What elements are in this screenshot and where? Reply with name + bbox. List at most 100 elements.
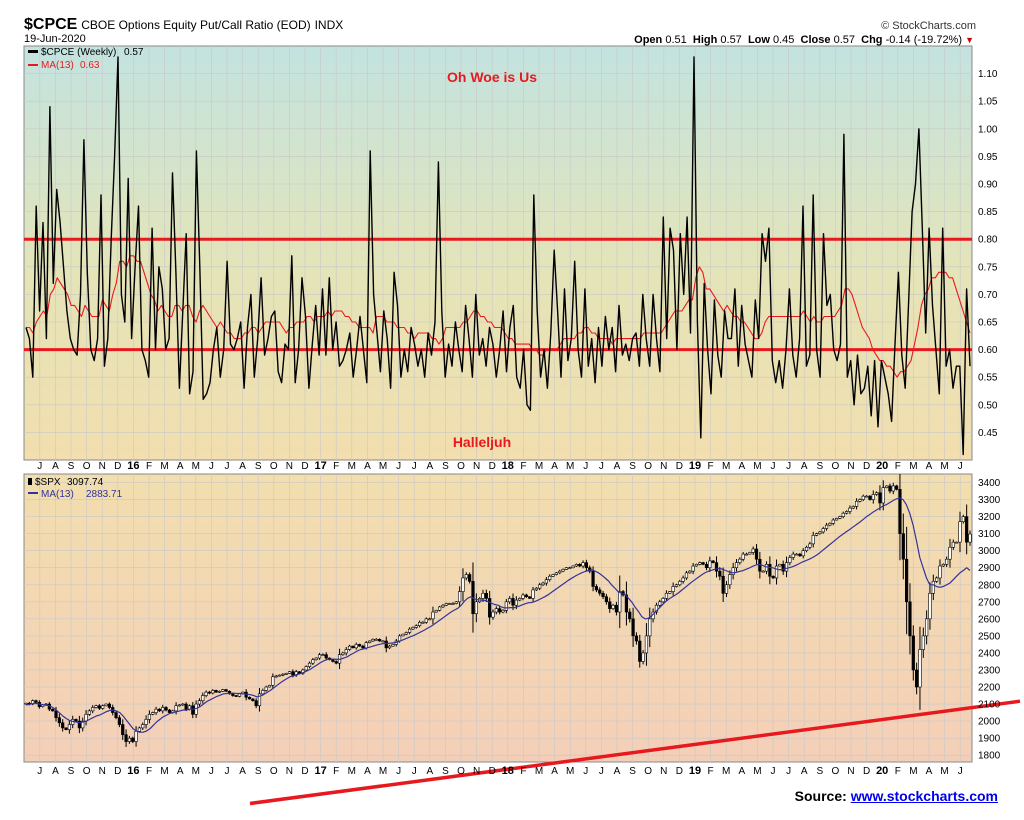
x-tick-label: A xyxy=(239,766,246,777)
candle-body xyxy=(281,673,285,676)
y-tick-label: 0.70 xyxy=(978,290,998,301)
candle-body xyxy=(334,661,338,664)
open-value: 0.51 xyxy=(665,34,687,46)
candle-body xyxy=(384,640,388,649)
high-label: High xyxy=(692,34,718,46)
cpce-series xyxy=(25,56,971,456)
candle-body xyxy=(514,599,518,606)
candle-body xyxy=(104,703,108,707)
legend-swatch-spx-ma xyxy=(28,492,38,494)
y-tick-label: 1900 xyxy=(978,734,1001,745)
candle-body xyxy=(284,673,288,675)
x-tick-label: J xyxy=(583,766,588,777)
candle-body xyxy=(164,707,168,711)
candle-body xyxy=(778,564,782,567)
candle-body xyxy=(377,639,382,642)
candle-body xyxy=(204,691,208,696)
legend-cpce-value: 0.57 xyxy=(124,47,144,58)
x-tick-label: M xyxy=(535,461,543,472)
candle-body xyxy=(101,705,105,709)
candle-body xyxy=(531,589,535,599)
x-tick-label: F xyxy=(708,766,714,777)
x-tick-label: M xyxy=(379,461,387,472)
x-tick-label: J xyxy=(599,461,604,472)
candle-body xyxy=(61,722,65,729)
candle-body xyxy=(421,621,425,624)
candle-body xyxy=(908,601,912,637)
candle-body xyxy=(554,572,558,575)
candle-body xyxy=(167,709,172,713)
candle-body xyxy=(54,710,58,718)
candle-body xyxy=(948,546,952,560)
legend-spx-value: 3097.74 xyxy=(67,477,104,488)
x-tick-label: J xyxy=(583,461,588,472)
chart-title: $CPCE CBOE Options Equity Put/Call Ratio… xyxy=(24,16,343,34)
candle-body xyxy=(264,686,268,691)
x-tick-label: D xyxy=(114,766,121,777)
legend-ma-name: MA(13) xyxy=(41,60,74,71)
y-tick-label: 0.60 xyxy=(978,345,998,356)
bottom-panel-bg xyxy=(23,473,973,763)
candle-body xyxy=(521,594,525,599)
low-value: 0.45 xyxy=(773,34,795,46)
candle-body xyxy=(811,535,815,545)
candle-body xyxy=(584,562,588,569)
candle-body xyxy=(331,659,335,662)
x-tick-label: M xyxy=(909,461,917,472)
y-tick-label: 1.10 xyxy=(978,69,998,80)
candle-body xyxy=(968,533,972,543)
candle-body xyxy=(574,564,578,567)
x-tick-label: M xyxy=(348,461,356,472)
candle-body xyxy=(267,685,272,688)
y-tick-label: 1800 xyxy=(978,751,1001,762)
candle-body xyxy=(818,531,822,534)
x-tick-label: S xyxy=(68,461,75,472)
candle-body xyxy=(418,621,422,626)
x-tick-label: M xyxy=(160,766,168,777)
candle-body xyxy=(161,707,165,712)
candle-body xyxy=(504,601,508,611)
candle-body xyxy=(451,603,455,605)
candle-body xyxy=(711,560,715,563)
candle-body xyxy=(608,601,612,609)
candle-body xyxy=(151,712,155,715)
candle-body xyxy=(94,705,98,708)
candle-body xyxy=(77,720,81,729)
y-tick-label: 2900 xyxy=(978,563,1001,574)
candle-body xyxy=(74,719,78,722)
candle-body xyxy=(548,575,552,580)
candle-body xyxy=(251,698,255,701)
candle-body xyxy=(688,570,692,574)
x-tick-label: F xyxy=(146,766,152,777)
candle-body xyxy=(558,570,562,574)
x-tick-label: J xyxy=(209,766,214,777)
x-tick-label: J xyxy=(412,461,417,472)
candle-body xyxy=(744,553,749,556)
candle-body xyxy=(604,596,609,603)
candle-body xyxy=(644,635,649,654)
candle-body xyxy=(728,574,732,586)
y-tick-label: 0.85 xyxy=(978,207,998,218)
candle-body xyxy=(674,584,679,587)
source-link[interactable]: www.stockcharts.com xyxy=(850,788,998,804)
candle-body xyxy=(261,690,265,695)
candle-body xyxy=(614,604,619,613)
candle-body xyxy=(201,695,205,701)
candle-body xyxy=(24,702,28,705)
x-tick-label: J xyxy=(209,461,214,472)
candle-body xyxy=(374,639,378,641)
top-y-axis: 0.45 0.50 0.55 0.60 0.65 0.70 0.75 0.80 0.85 0.90… xyxy=(978,69,998,439)
candle-body xyxy=(928,592,932,620)
x-tick-label: 20 xyxy=(876,460,888,472)
x-tick-label: A xyxy=(926,461,933,472)
candle-body xyxy=(498,608,502,613)
x-tick-label: M xyxy=(566,461,574,472)
top-panel-bg xyxy=(23,45,973,461)
x-tick-label: A xyxy=(364,461,371,472)
candle-body xyxy=(718,570,722,577)
x-tick-label: M xyxy=(348,766,356,777)
candle-body xyxy=(828,523,832,526)
x-tick-label: S xyxy=(816,766,823,777)
y-tick-label: 2700 xyxy=(978,597,1001,608)
candle-body xyxy=(751,548,755,553)
